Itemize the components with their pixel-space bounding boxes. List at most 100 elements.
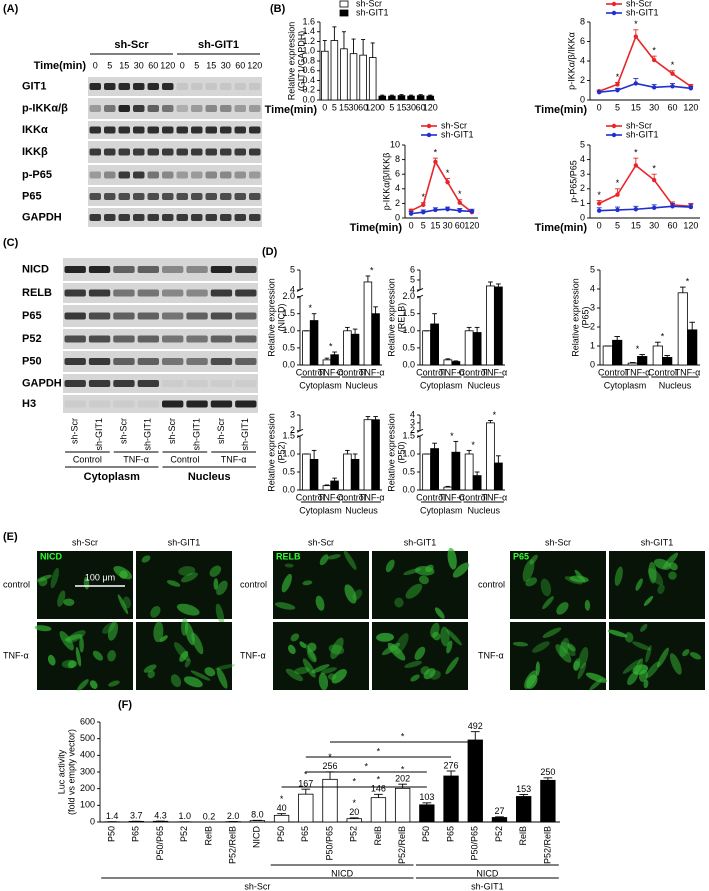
- marker-label: NICD: [40, 551, 62, 561]
- blot-band: [162, 83, 174, 90]
- point: [651, 205, 657, 210]
- legend-swatch: [611, 132, 617, 138]
- y-tick-label: 5: [580, 139, 585, 149]
- point: [615, 88, 620, 93]
- x-tick-label: TNF-α: [318, 492, 344, 502]
- cell: [318, 672, 329, 691]
- cell: [320, 667, 337, 674]
- y-axis-label: Relative expression: [266, 413, 276, 492]
- x-tick-label: P52: [179, 826, 189, 842]
- blot-band: [147, 171, 159, 179]
- cell: [589, 678, 603, 691]
- y-tick-label: 4: [395, 183, 400, 193]
- cell: [302, 580, 313, 586]
- x-tick-label: Control: [296, 492, 325, 502]
- bar: [371, 419, 380, 491]
- blot-band: [186, 266, 208, 273]
- y-tick-label: 0: [90, 816, 95, 826]
- cell: [181, 572, 198, 583]
- significance-star: *: [365, 761, 369, 771]
- x-tick-label: 15: [396, 102, 406, 112]
- lane-label: sh-Scr: [118, 418, 128, 444]
- blot-band: [147, 148, 159, 156]
- y-axis-label: Relative expression: [266, 278, 276, 357]
- x-tick-label: P65: [131, 826, 141, 842]
- fraction-label: Cytoplasm: [84, 471, 140, 483]
- x-tick-label: 5: [389, 102, 394, 112]
- y-tick-label: 2.0: [402, 291, 415, 301]
- cell: [330, 637, 344, 660]
- blot-band: [210, 400, 233, 408]
- y-axis-label: Luc activity: [56, 749, 66, 794]
- bar: [330, 354, 339, 366]
- point: [651, 177, 657, 183]
- y-tick-label: 6: [395, 169, 400, 179]
- blot-band: [191, 171, 203, 179]
- point: [651, 57, 657, 63]
- blot-band: [235, 335, 257, 343]
- x-tick-label: P65: [300, 826, 310, 842]
- blot-band: [137, 312, 159, 320]
- cell: [107, 621, 118, 641]
- blot-band: [133, 83, 145, 90]
- x-tick-label: P50/P65: [324, 826, 334, 861]
- line: [598, 35, 692, 92]
- cell: [170, 674, 182, 688]
- blot-band: [205, 171, 217, 179]
- significance-star: *: [421, 192, 425, 202]
- bar: [309, 458, 319, 491]
- x-tick-label: P52: [349, 826, 359, 842]
- legend-swatch: [611, 1, 617, 7]
- bar: [472, 475, 482, 491]
- x-axis-label: Time(min): [535, 222, 588, 234]
- bar: [273, 814, 290, 823]
- significance-star: *: [450, 431, 454, 441]
- bar: [426, 95, 434, 101]
- blot-band: [147, 83, 159, 90]
- blot-band: [137, 289, 159, 297]
- panel-label: (D): [262, 246, 278, 258]
- blot-band: [118, 148, 130, 156]
- y-tick-label: 0: [590, 359, 595, 369]
- blot-band: [162, 358, 184, 365]
- bar: [486, 285, 495, 366]
- point: [596, 90, 602, 95]
- blot-band: [205, 214, 217, 221]
- bar: [637, 356, 648, 366]
- blot-band: [137, 358, 159, 365]
- point: [670, 204, 675, 209]
- point: [596, 201, 602, 206]
- y-tick-label: 0.5: [402, 466, 415, 476]
- bar: [662, 356, 673, 366]
- blot-band: [235, 266, 257, 273]
- x-tick-label: 5: [615, 220, 620, 230]
- blot-band: [210, 312, 233, 320]
- cell: [584, 599, 591, 611]
- cell: [150, 605, 161, 618]
- blot-band: [147, 126, 159, 134]
- bar: [321, 50, 329, 101]
- x-axis-label: Time(min): [535, 104, 588, 116]
- point: [421, 209, 426, 215]
- cell: [331, 669, 347, 684]
- blot-band: [89, 105, 101, 112]
- blot-band: [137, 335, 159, 343]
- x-tick-label: 15: [430, 220, 440, 230]
- bar: [416, 95, 425, 101]
- blot-band: [113, 266, 135, 273]
- significance-star: *: [652, 46, 656, 56]
- cell: [274, 602, 296, 610]
- x-tick-label: 5: [615, 102, 620, 112]
- x-tick-label: 60: [455, 220, 465, 230]
- x-tick-label: TNF-α: [359, 492, 385, 502]
- blot-band: [249, 171, 261, 179]
- blot-band: [234, 105, 246, 112]
- column-label: sh-Scr: [308, 537, 334, 547]
- x-tick-label: 0: [409, 220, 414, 230]
- bar: [652, 345, 663, 366]
- y-tick-label: 10: [390, 139, 400, 149]
- x-tick-label: Control: [598, 367, 627, 377]
- cell: [415, 566, 435, 576]
- bar: [472, 332, 482, 366]
- significance-star: *: [471, 440, 475, 450]
